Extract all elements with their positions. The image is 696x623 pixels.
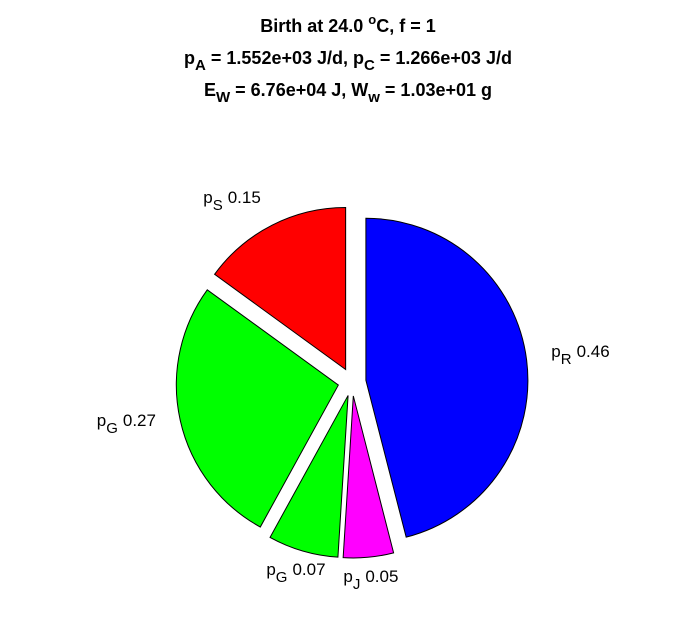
title-text: = 1.552e+03 J/d, p	[206, 48, 364, 68]
label-value: 0.07	[292, 560, 325, 579]
title-sub: C	[364, 57, 375, 74]
title-sub: w	[367, 89, 380, 106]
pie-slice	[342, 395, 395, 559]
title-sup: o	[368, 12, 376, 27]
title-sub: A	[195, 57, 206, 74]
label-value: 0.15	[228, 188, 261, 207]
pie-slice	[365, 217, 529, 538]
slice-label: pG 0.07	[266, 560, 325, 586]
label-name: p	[343, 567, 352, 586]
slice-label: pG 0.27	[97, 411, 156, 437]
title-text: p	[184, 48, 195, 68]
title-text: Birth at 24.0	[260, 16, 368, 36]
title-text: = 1.03e+01 g	[380, 80, 492, 100]
label-value: 0.05	[365, 567, 398, 586]
pie-slice	[175, 289, 339, 528]
title-text: = 6.76e+04 J, W	[230, 80, 368, 100]
label-value: 0.46	[577, 342, 610, 361]
chart-title: pA = 1.552e+03 J/d, pC = 1.266e+03 J/d	[184, 48, 512, 74]
label-name: p	[551, 342, 560, 361]
title-text: = 1.266e+03 J/d	[375, 48, 512, 68]
label-sub: R	[561, 351, 572, 368]
label-sub: S	[213, 197, 223, 214]
label-name: p	[97, 411, 106, 430]
pie-slice	[269, 395, 349, 558]
title-text: C, f = 1	[376, 16, 436, 36]
label-sub: J	[353, 576, 361, 593]
chart-title: Birth at 24.0 oC, f = 1	[260, 12, 436, 36]
label-sub: G	[276, 569, 288, 586]
label-sub: G	[106, 420, 118, 437]
chart-title: EW = 6.76e+04 J, Ww = 1.03e+01 g	[204, 80, 492, 106]
pie-slice	[213, 207, 347, 371]
title-text: E	[204, 80, 216, 100]
label-name: p	[203, 188, 212, 207]
title-sub: W	[216, 89, 231, 106]
slice-label: pJ 0.05	[343, 567, 398, 593]
label-value: 0.27	[123, 411, 156, 430]
slice-label: pS 0.15	[203, 188, 261, 214]
label-name: p	[266, 560, 275, 579]
slice-label: pR 0.46	[551, 342, 609, 368]
